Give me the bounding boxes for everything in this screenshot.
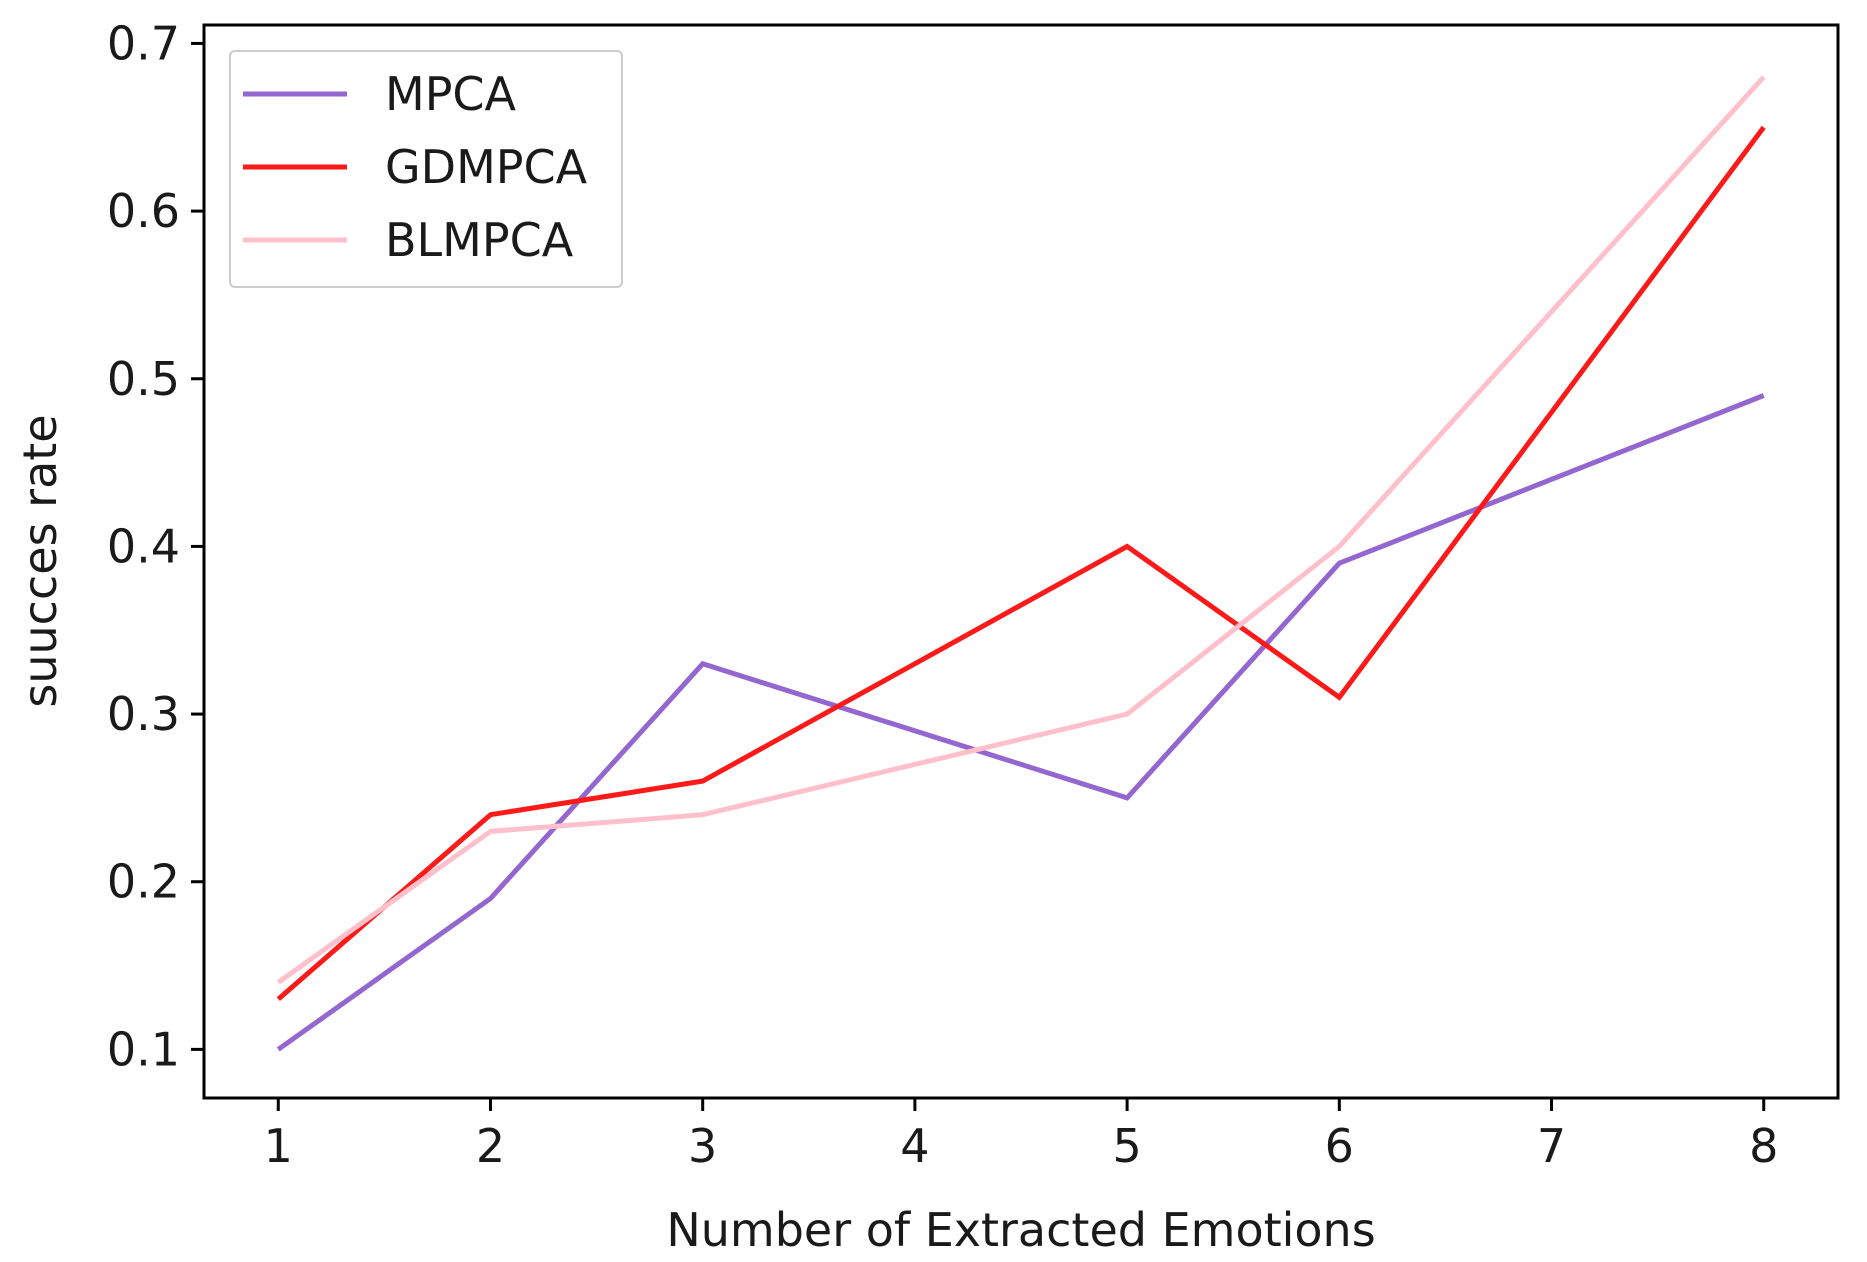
y-tick-label: 0.5 (107, 352, 180, 406)
series-line-gdmpca (276, 125, 1766, 1001)
y-axis-label: suucces rate (13, 414, 67, 707)
x-tick-label: 7 (1537, 1119, 1566, 1173)
x-axis-ticks: 1 2 3 4 5 6 7 8 (264, 1098, 1778, 1173)
x-tick-label: 2 (476, 1119, 505, 1173)
y-tick-label: 0.6 (107, 184, 180, 238)
legend-label-gdmpca: GDMPCA (385, 140, 588, 194)
y-tick-label: 0.4 (107, 519, 180, 573)
x-tick-label: 1 (264, 1119, 293, 1173)
y-tick-label: 0.2 (107, 855, 180, 909)
x-tick-label: 3 (688, 1119, 717, 1173)
y-tick-label: 0.7 (107, 16, 180, 70)
x-tick-label: 4 (900, 1119, 929, 1173)
x-tick-label: 5 (1112, 1119, 1141, 1173)
y-tick-label: 0.3 (107, 687, 180, 741)
legend-box (229, 50, 623, 288)
series-layer (276, 75, 1766, 1052)
x-axis-label: Number of Extracted Emotions (666, 1203, 1375, 1257)
y-axis-ticks: 0.1 0.2 0.3 0.4 0.5 0.6 0.7 (107, 16, 204, 1076)
x-tick-label: 6 (1325, 1119, 1354, 1173)
legend-items: MPCA GDMPCA BLMPCA (243, 67, 588, 267)
legend: MPCA GDMPCA BLMPCA (229, 50, 623, 288)
y-tick-label: 0.1 (107, 1022, 180, 1076)
series-line-mpca (276, 393, 1765, 1052)
legend-label-mpca: MPCA (385, 67, 517, 121)
legend-label-blmpca: BLMPCA (385, 213, 574, 267)
x-tick-label: 8 (1749, 1119, 1778, 1173)
plot-frame (202, 23, 1840, 1100)
series-line-blmpca (276, 75, 1766, 985)
